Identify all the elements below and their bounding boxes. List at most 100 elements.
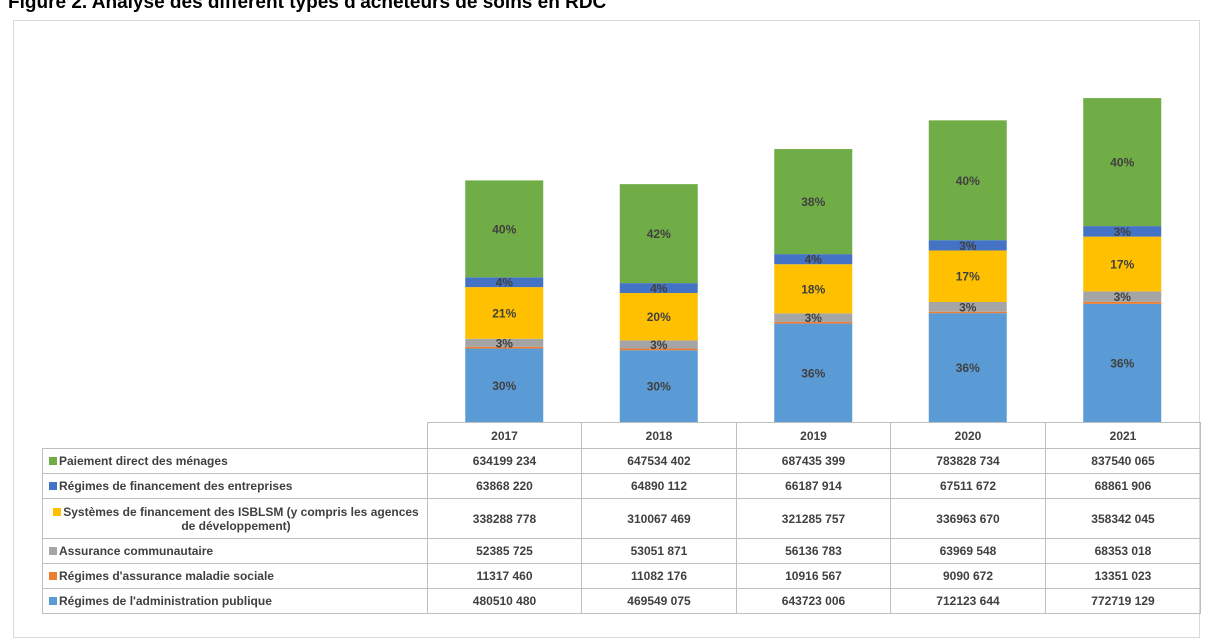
series-name: Systèmes de financement des ISBLSM (y co… [63, 504, 419, 533]
bar-segment-2019-series-5 [774, 149, 853, 255]
table-cell-value: 643723 006 [736, 588, 891, 614]
table-cell-value: 53051 871 [581, 538, 737, 564]
table-cell-value: 647534 402 [581, 448, 737, 474]
table-cell-value: 837540 065 [1045, 448, 1201, 474]
table-cell-value: 63969 548 [890, 538, 1046, 564]
data-label-2017-series-0: 30% [492, 379, 516, 393]
data-label-2018-series-3: 20% [647, 310, 671, 324]
bar-segment-2018-series-3 [619, 293, 698, 341]
table-cell-value: 687435 399 [736, 448, 891, 474]
bar-segment-2017-series-3 [465, 287, 544, 339]
table-cell-value: 11317 460 [427, 563, 582, 589]
table-corner [42, 422, 428, 449]
table-cell-value: 321285 757 [736, 498, 891, 539]
bar-segment-2020-series-2 [928, 301, 1007, 312]
bar-segment-2018-series-2 [619, 340, 698, 349]
table-cell-value: 52385 725 [427, 538, 582, 564]
table-header-year: 2018 [581, 422, 737, 449]
table-cell-value: 63868 220 [427, 473, 582, 499]
table-row: Assurance communautaire 52385 725 53051 87… [42, 538, 1201, 564]
data-table: 2017 2018 2019 2020 2021 Paiement direct des … [42, 422, 1201, 614]
bar-segment-2021-series-2 [1083, 291, 1162, 302]
legend-entry: Régimes d'assurance maladie sociale [42, 563, 428, 589]
data-label-2018-series-2: 3% [650, 338, 668, 352]
legend-swatch [49, 482, 57, 490]
table-cell-value: 712123 644 [890, 588, 1046, 614]
table-cell-value: 11082 176 [581, 563, 737, 589]
bar-segment-2020-series-3 [928, 250, 1007, 302]
bar-segment-2020-series-0 [928, 313, 1007, 422]
table-cell-value: 480510 480 [427, 588, 582, 614]
legend-entry: Régimes de l'administration publique [42, 588, 428, 614]
bar-segment-2021-series-5 [1083, 98, 1162, 227]
table-cell-value: 469549 075 [581, 588, 737, 614]
table-cell-value: 358342 045 [1045, 498, 1201, 539]
table-header-year: 2020 [890, 422, 1046, 449]
data-label-2017-series-2: 3% [496, 336, 514, 350]
data-label-2020-series-2: 3% [959, 300, 977, 314]
data-label-2017-series-3: 21% [492, 306, 516, 320]
bar-segment-2018-series-0 [619, 350, 698, 422]
bar-segment-2018-series-4 [619, 283, 698, 294]
legend-entry: Paiement direct des ménages [42, 448, 428, 474]
bar-segment-2021-series-1 [1083, 301, 1162, 304]
table-cell-value: 9090 672 [890, 563, 1046, 589]
data-label-2017-series-5: 40% [492, 222, 516, 236]
table-cell-value: 10916 567 [736, 563, 891, 589]
data-label-2021-series-5: 40% [1110, 156, 1134, 170]
data-label-2021-series-4: 3% [1114, 225, 1132, 239]
table-cell-value: 67511 672 [890, 473, 1046, 499]
legend-entry: Assurance communautaire [42, 538, 428, 564]
data-label-2018-series-5: 42% [647, 227, 671, 241]
data-label-2021-series-0: 36% [1110, 356, 1134, 370]
bar-segment-2017-series-2 [465, 338, 544, 347]
legend-swatch [53, 507, 62, 516]
bar-segment-2020-series-5 [928, 120, 1007, 241]
bar-segment-2021-series-0 [1083, 303, 1162, 422]
data-label-2020-series-3: 17% [956, 270, 980, 284]
bar-segment-2017-series-5 [465, 180, 544, 278]
bar-segment-2017-series-0 [465, 348, 544, 422]
data-label-2019-series-5: 38% [801, 195, 825, 209]
data-label-2018-series-0: 30% [647, 380, 671, 394]
table-row: Régimes de l'administration publique 4805… [42, 588, 1201, 614]
bar-segment-2021-series-3 [1083, 236, 1162, 292]
data-label-2018-series-4: 4% [650, 282, 668, 296]
table-cell-value: 64890 112 [581, 473, 737, 499]
table-row: Régimes d'assurance maladie sociale 11317… [42, 563, 1201, 589]
bar-segment-2017-series-1 [465, 346, 544, 349]
table-cell-value: 66187 914 [736, 473, 891, 499]
table-row: Systèmes de financement des ISBLSM (y co… [42, 498, 1201, 539]
data-label-2017-series-4: 4% [496, 276, 514, 290]
data-label-2019-series-2: 3% [805, 311, 823, 325]
table-header-year: 2017 [427, 422, 582, 449]
table-cell-value: 634199 234 [427, 448, 582, 474]
bar-segment-2019-series-1 [774, 321, 853, 324]
legend-swatch [49, 457, 57, 465]
legend-entry: Régimes de financement des entreprises [42, 473, 428, 499]
figure-title: Figure 2. Analyse des différent types d'… [8, 0, 607, 13]
table-cell-value: 68861 906 [1045, 473, 1201, 499]
data-label-2019-series-4: 4% [805, 253, 823, 267]
legend-swatch [49, 572, 57, 580]
bar-segment-2020-series-1 [928, 311, 1007, 314]
legend-entry: Systèmes de financement des ISBLSM (y co… [42, 498, 428, 539]
data-label-2020-series-4: 3% [959, 239, 977, 253]
bar-segment-2019-series-2 [774, 313, 853, 322]
data-label-2020-series-0: 36% [956, 361, 980, 375]
series-name: Régimes de l'administration publique [59, 594, 272, 608]
series-name: Assurance communautaire [59, 544, 214, 558]
data-label-2020-series-5: 40% [956, 174, 980, 188]
table-row: Paiement direct des ménages 634199 234 647… [42, 448, 1201, 474]
table-cell-value: 68353 018 [1045, 538, 1201, 564]
table-cell-value: 310067 469 [581, 498, 737, 539]
legend-swatch [49, 547, 57, 555]
chart-frame [13, 20, 1200, 638]
bar-segment-2019-series-4 [774, 254, 853, 265]
bar-segment-2020-series-4 [928, 240, 1007, 251]
bar-segment-2018-series-1 [619, 348, 698, 351]
legend-swatch [49, 597, 57, 605]
table-header-year: 2019 [736, 422, 891, 449]
table-cell-value: 336963 670 [890, 498, 1046, 539]
